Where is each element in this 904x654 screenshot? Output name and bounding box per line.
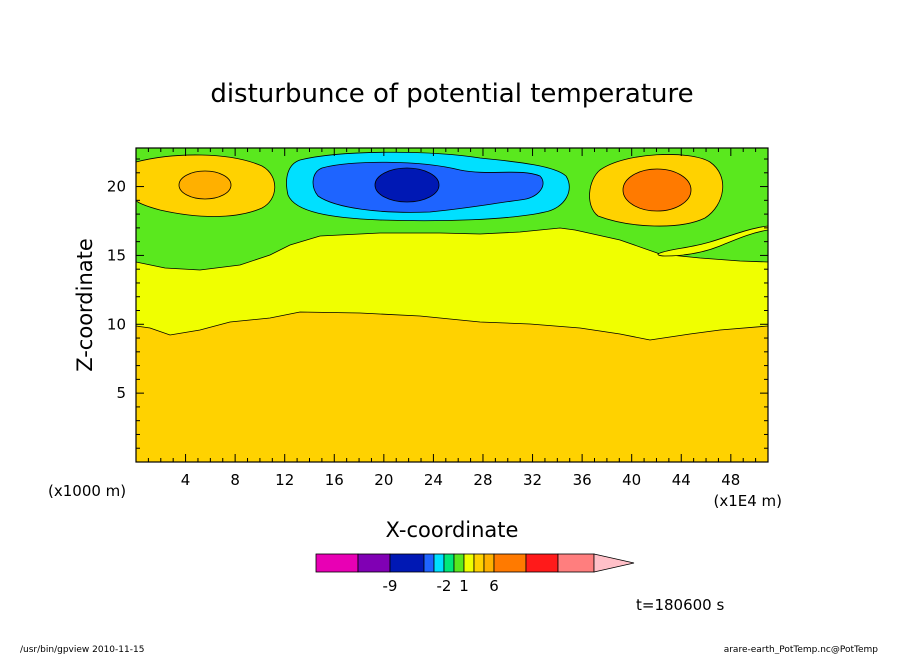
x-tick-label: 24	[424, 471, 443, 489]
y-tick-label: 10	[107, 315, 126, 333]
chart-title: disturbunce of potential temperature	[210, 79, 693, 109]
x-tick-label: 12	[275, 471, 294, 489]
x-tick-label: 28	[473, 471, 492, 489]
x-unit-right: (x1E4 m)	[713, 492, 782, 510]
colorbar-box	[423, 553, 435, 573]
colorbar-label: 6	[489, 577, 499, 595]
colorbar-box	[453, 553, 465, 573]
y-tick-label: 5	[116, 384, 126, 402]
colorbar-box	[357, 553, 391, 573]
plot-area	[136, 148, 768, 462]
colorbar-box	[389, 553, 425, 573]
time-label: t=180600 s	[636, 596, 724, 614]
colorbar-box	[557, 553, 595, 573]
footer-right: arare-earth_PotTemp.nc@PotTemp	[724, 645, 879, 654]
y-axis: 5 10 15 20	[107, 158, 768, 449]
x-tick-label: 20	[374, 471, 393, 489]
colorbar-label: -2	[437, 577, 452, 595]
y-tick-label: 20	[107, 178, 126, 196]
colorbar-box	[463, 553, 475, 573]
x-tick-label: 40	[622, 471, 641, 489]
x-tick-label: 4	[181, 471, 191, 489]
colorbar-box	[493, 553, 527, 573]
colorbar-arrow	[593, 553, 635, 573]
colorbar-box	[443, 553, 455, 573]
colorbar-label: -9	[383, 577, 398, 595]
x-tick-label: 44	[672, 471, 691, 489]
region-right-warm-cell	[622, 168, 692, 212]
x-unit-left: (x1000 m)	[48, 482, 126, 500]
x-tick-label: 32	[523, 471, 542, 489]
x-tick-label: 36	[573, 471, 592, 489]
region-center-cold-cell	[374, 167, 440, 203]
colorbar-box	[315, 553, 359, 573]
y-axis-label: Z-coordinate	[73, 238, 97, 372]
region-green-finger	[657, 225, 768, 257]
x-tick-label: 16	[325, 471, 344, 489]
colorbar-box	[525, 553, 559, 573]
colorbar-box	[473, 553, 485, 573]
footer-left: /usr/bin/gpview 2010-11-15	[20, 645, 144, 654]
colorbar-box	[483, 553, 495, 573]
x-axis-label: X-coordinate	[386, 518, 519, 542]
x-tick-label: 8	[230, 471, 240, 489]
y-tick-label: 15	[107, 246, 126, 264]
colorbar-box	[433, 553, 445, 573]
region-left-warm-cell	[178, 170, 232, 200]
x-tick-label: 48	[721, 471, 740, 489]
colorbar-label: 1	[459, 577, 469, 595]
colorbar: -9 -2 1 6	[315, 553, 635, 595]
x-axis: 4 8 12 16 20 24 28 32 36 40 44 48	[147, 148, 757, 489]
plot-frame	[135, 147, 769, 463]
